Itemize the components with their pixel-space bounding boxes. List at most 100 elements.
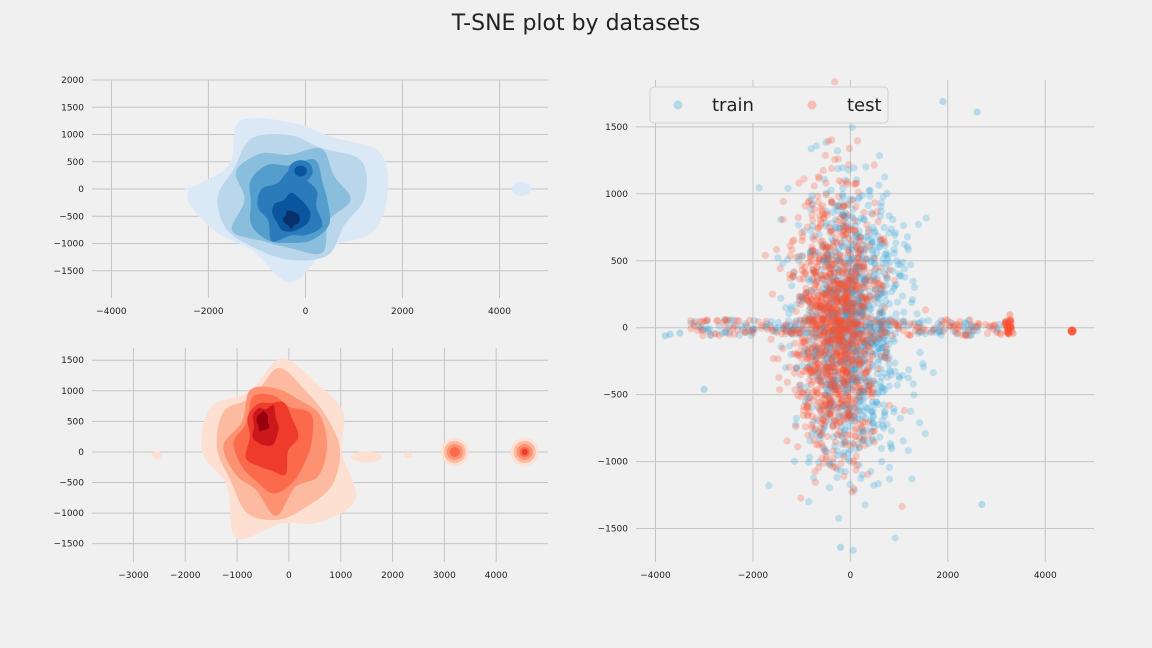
- point-train: [893, 317, 901, 325]
- point-test: [798, 335, 806, 343]
- point-train: [804, 316, 812, 325]
- point-train: [864, 373, 872, 381]
- point-train: [791, 323, 800, 331]
- point-train: [892, 310, 900, 318]
- point-test: [798, 261, 806, 269]
- point-test: [964, 331, 972, 339]
- point-train: [830, 299, 838, 307]
- point-train: [886, 475, 894, 483]
- point-test: [836, 314, 844, 322]
- point-test: [844, 248, 853, 257]
- point-test: [851, 258, 859, 266]
- point-train: [832, 277, 840, 285]
- point-train: [864, 440, 872, 448]
- point-test: [791, 319, 799, 327]
- point-test: [826, 286, 835, 294]
- point-train: [851, 347, 860, 355]
- point-train: [843, 288, 851, 296]
- point-test: [774, 355, 782, 363]
- point-test: [996, 329, 1004, 337]
- point-test: [876, 329, 884, 337]
- point-train: [850, 300, 858, 308]
- point-train: [855, 361, 863, 369]
- point-train: [848, 300, 856, 308]
- point-train: [800, 317, 808, 325]
- point-train: [855, 309, 863, 318]
- point-test: [816, 377, 825, 385]
- point-train: [858, 297, 867, 305]
- point-test: [853, 377, 861, 385]
- point-test: [850, 312, 858, 320]
- point-train: [806, 247, 815, 256]
- point-test: [855, 238, 863, 246]
- point-train: [857, 328, 866, 336]
- point-test: [824, 375, 832, 383]
- point-test: [816, 406, 824, 414]
- point-test: [833, 253, 841, 261]
- point-train: [788, 305, 796, 313]
- point-train: [725, 323, 733, 331]
- point-train: [850, 278, 858, 286]
- point-train: [867, 338, 875, 346]
- point-test: [838, 239, 846, 247]
- point-test: [893, 321, 902, 329]
- point-train: [875, 345, 883, 353]
- point-test: [848, 267, 857, 275]
- x-tick-label: −2000: [170, 571, 201, 581]
- point-test: [1008, 327, 1016, 335]
- point-test: [690, 319, 698, 327]
- point-train: [851, 351, 860, 359]
- point-train: [723, 317, 731, 325]
- point-train: [817, 307, 825, 315]
- point-test: [853, 379, 861, 387]
- point-train: [803, 329, 811, 337]
- point-test: [954, 330, 962, 338]
- point-train: [840, 419, 848, 427]
- point-test: [841, 293, 850, 301]
- point-test: [819, 306, 827, 314]
- point-test: [842, 347, 850, 355]
- point-train: [825, 417, 833, 425]
- point-train: [885, 229, 893, 237]
- point-test: [843, 377, 851, 385]
- point-train: [800, 350, 808, 358]
- point-train: [839, 324, 847, 333]
- point-train: [865, 366, 873, 374]
- point-test: [811, 302, 820, 310]
- point-train: [850, 254, 858, 263]
- point-train: [846, 278, 854, 286]
- point-test: [836, 390, 844, 398]
- point-test: [804, 403, 812, 411]
- point-test: [848, 355, 856, 363]
- point-test: [836, 251, 844, 260]
- point-train: [881, 270, 889, 278]
- point-test: [792, 307, 800, 315]
- point-train: [852, 231, 860, 239]
- point-test: [804, 343, 812, 351]
- point-train: [897, 272, 905, 280]
- point-test: [816, 320, 824, 328]
- point-train: [867, 347, 875, 355]
- point-test: [814, 296, 822, 305]
- point-train: [870, 481, 878, 489]
- point-test: [742, 321, 751, 329]
- point-test: [831, 364, 839, 372]
- point-train: [881, 407, 889, 415]
- point-test: [816, 222, 824, 230]
- point-test: [838, 374, 846, 382]
- point-train: [841, 317, 849, 325]
- point-train: [853, 176, 861, 184]
- point-train: [868, 329, 877, 337]
- point-test: [866, 292, 874, 300]
- point-train: [872, 398, 880, 407]
- scatter-points: [661, 78, 1077, 555]
- point-test: [851, 370, 859, 378]
- point-train: [806, 362, 814, 370]
- point-test: [713, 317, 721, 325]
- point-train: [765, 482, 773, 490]
- point-train: [735, 331, 744, 339]
- point-train: [834, 431, 842, 439]
- point-test: [865, 388, 873, 396]
- point-train: [836, 301, 844, 309]
- point-test: [830, 292, 838, 300]
